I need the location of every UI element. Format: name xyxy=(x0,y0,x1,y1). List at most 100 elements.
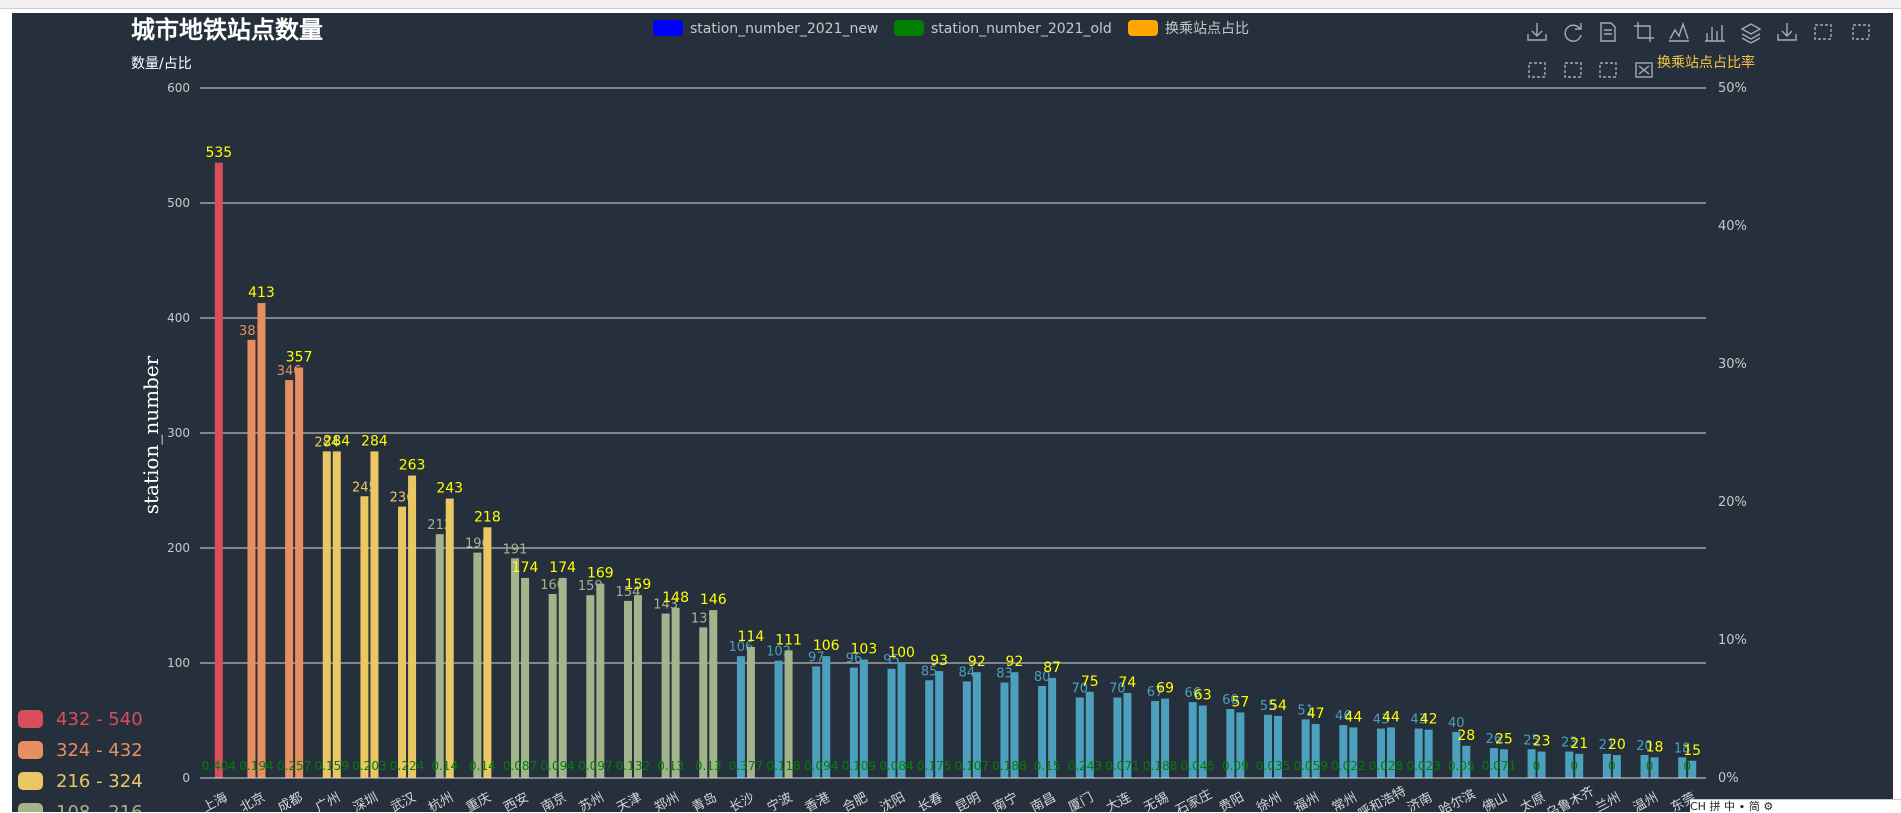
bar-old[interactable] xyxy=(1640,755,1649,778)
bar-old[interactable] xyxy=(1038,686,1047,778)
bar-new[interactable] xyxy=(1650,757,1659,778)
legend-item[interactable]: station_number_2021_old xyxy=(894,20,1112,37)
bar-new[interactable] xyxy=(1048,677,1057,778)
bar-old[interactable] xyxy=(1678,757,1687,778)
bar-new[interactable] xyxy=(370,451,379,778)
bar-old[interactable] xyxy=(1527,749,1536,778)
bar-old[interactable] xyxy=(586,595,595,778)
bar-old[interactable] xyxy=(435,534,444,778)
bar-new[interactable] xyxy=(1274,715,1283,778)
zoom-icon[interactable] xyxy=(1632,20,1656,44)
save-image-icon[interactable] xyxy=(1525,20,1549,44)
bar-new[interactable] xyxy=(1085,691,1094,778)
bar-old[interactable] xyxy=(1414,728,1423,778)
stack-icon[interactable] xyxy=(1775,20,1799,44)
bar-new[interactable] xyxy=(633,595,642,778)
visual-map-item[interactable]: 216 - 324 xyxy=(18,771,143,792)
bar-old[interactable] xyxy=(962,681,971,778)
bar-old[interactable] xyxy=(1000,682,1009,778)
bar-new[interactable] xyxy=(483,527,492,778)
bar-new[interactable] xyxy=(1612,755,1621,778)
bar-old[interactable] xyxy=(925,680,934,778)
bar-old[interactable] xyxy=(360,496,369,778)
bar-old[interactable] xyxy=(322,451,331,778)
bar-old[interactable] xyxy=(1075,697,1084,779)
bar-new[interactable] xyxy=(1123,692,1132,778)
bar-new[interactable] xyxy=(1010,672,1019,778)
bar-old[interactable] xyxy=(887,668,896,778)
lasso-select-icon[interactable] xyxy=(1849,20,1873,44)
bar-old[interactable] xyxy=(774,660,783,778)
keep-select-icon[interactable] xyxy=(1525,58,1549,82)
ime-toolbar[interactable]: CH 拼 中 ∙ 简 ⚙ xyxy=(1690,799,1901,813)
bar-new[interactable] xyxy=(1688,760,1697,778)
bar-new[interactable] xyxy=(746,646,755,778)
data-view-icon[interactable] xyxy=(1596,20,1620,44)
bar-old[interactable] xyxy=(1452,732,1461,778)
bar-new[interactable] xyxy=(1311,723,1320,778)
visual-map-item[interactable]: 324 - 432 xyxy=(18,740,143,761)
legend-item[interactable]: 换乘站点占比 xyxy=(1128,20,1249,37)
bar-old[interactable] xyxy=(623,600,632,778)
bar-new[interactable] xyxy=(671,607,680,778)
bar-new[interactable] xyxy=(1499,749,1508,778)
bar-new[interactable] xyxy=(1161,698,1170,778)
bar-new[interactable] xyxy=(558,577,567,778)
bar-old[interactable] xyxy=(511,558,520,778)
bar-new[interactable] xyxy=(257,303,266,778)
rect-select-icon[interactable] xyxy=(1811,20,1835,44)
bar-new[interactable] xyxy=(408,475,417,778)
line-icon[interactable] xyxy=(1703,20,1727,44)
bar-old[interactable] xyxy=(398,506,407,778)
bar-old[interactable] xyxy=(285,380,294,778)
bar-new[interactable] xyxy=(709,610,718,778)
bar-old[interactable] xyxy=(1188,702,1197,778)
bar-new[interactable] xyxy=(1236,712,1245,778)
bar-new[interactable] xyxy=(521,577,530,778)
bar-new[interactable] xyxy=(295,367,304,778)
bar-new[interactable] xyxy=(897,663,906,778)
zoom-back-icon[interactable] xyxy=(1667,20,1691,44)
visual-map-item[interactable]: 108 - 216 xyxy=(18,802,143,812)
bar-new[interactable] xyxy=(445,498,454,778)
bar-old[interactable] xyxy=(736,656,745,778)
polygon-select-icon[interactable] xyxy=(1561,58,1585,82)
bar-old[interactable] xyxy=(812,666,821,778)
bar-new[interactable] xyxy=(332,451,341,778)
bar-new[interactable] xyxy=(972,672,981,778)
bar-old[interactable] xyxy=(1489,748,1498,778)
bar-new[interactable] xyxy=(596,583,605,778)
bar-old[interactable] xyxy=(1151,700,1160,778)
bar-icon[interactable] xyxy=(1739,20,1763,44)
bar-new[interactable] xyxy=(1537,751,1546,778)
bar-new[interactable] xyxy=(1198,705,1207,778)
bar-new[interactable] xyxy=(1462,745,1471,778)
bar-new[interactable] xyxy=(1386,727,1395,778)
bar-new[interactable] xyxy=(214,162,223,778)
bar-old[interactable] xyxy=(849,667,858,778)
visual-map-item[interactable]: 432 - 540 xyxy=(18,709,143,730)
legend-item[interactable]: station_number_2021_new xyxy=(653,20,878,37)
bar-new[interactable] xyxy=(784,650,793,778)
bar-old[interactable] xyxy=(1264,714,1273,778)
bar-new[interactable] xyxy=(859,659,868,778)
bar-old[interactable] xyxy=(1226,709,1235,778)
bar-old[interactable] xyxy=(1339,725,1348,778)
bar-old[interactable] xyxy=(1565,751,1574,778)
restore-icon[interactable] xyxy=(1561,20,1585,44)
bar-new[interactable] xyxy=(935,671,944,778)
clear-select-icon[interactable] xyxy=(1596,58,1620,82)
bar-new[interactable] xyxy=(1349,727,1358,778)
bar-old[interactable] xyxy=(548,594,557,778)
bar-old[interactable] xyxy=(1113,697,1122,779)
bar-old[interactable] xyxy=(661,613,670,778)
bar-old[interactable] xyxy=(1376,728,1385,778)
close-select-icon[interactable] xyxy=(1632,58,1656,82)
bar-old[interactable] xyxy=(699,627,708,778)
bar-old[interactable] xyxy=(247,339,256,778)
bar-old[interactable] xyxy=(1602,753,1611,778)
bar-new[interactable] xyxy=(822,656,831,778)
bar-new[interactable] xyxy=(1424,729,1433,778)
bar-old[interactable] xyxy=(1301,719,1310,778)
bar-old[interactable] xyxy=(473,552,482,778)
